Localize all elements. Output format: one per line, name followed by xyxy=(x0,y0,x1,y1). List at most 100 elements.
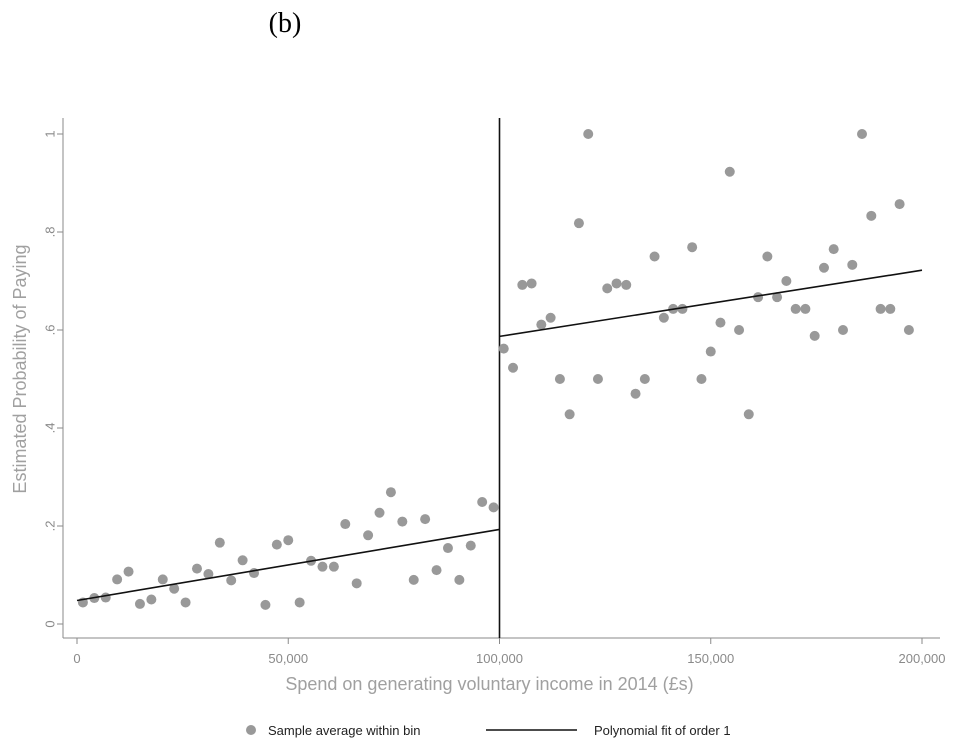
data-point xyxy=(260,599,271,610)
x-tick-label: 150,000 xyxy=(687,651,734,666)
data-point xyxy=(498,343,509,354)
data-point xyxy=(639,374,650,384)
y-tick-label: 1 xyxy=(43,130,58,137)
data-point xyxy=(705,346,716,357)
data-point xyxy=(800,303,811,314)
data-point xyxy=(420,514,431,525)
data-point xyxy=(203,569,214,580)
fit-lines xyxy=(76,269,923,602)
y-tick-label: .6 xyxy=(43,325,58,336)
data-point xyxy=(809,330,820,341)
x-tick-label: 100,000 xyxy=(476,651,523,666)
data-point xyxy=(454,574,465,585)
y-tick-label: .4 xyxy=(43,423,58,434)
data-point xyxy=(847,259,858,270)
data-point xyxy=(762,251,773,262)
data-point xyxy=(294,597,305,608)
y-axis-title: Estimated Probability of Paying xyxy=(10,244,30,493)
data-point xyxy=(191,563,202,574)
data-point xyxy=(621,279,632,290)
data-point xyxy=(753,292,764,303)
data-point xyxy=(442,543,453,554)
data-point xyxy=(328,561,339,572)
data-point xyxy=(488,502,499,513)
data-point xyxy=(837,325,848,335)
data-point xyxy=(857,129,868,139)
legend-marker-points xyxy=(246,725,256,735)
data-point xyxy=(351,578,362,589)
legend-label-points: Sample average within bin xyxy=(268,723,420,738)
data-point xyxy=(536,319,547,330)
data-point xyxy=(724,166,735,177)
legend-label-fit: Polynomial fit of order 1 xyxy=(594,723,731,738)
data-point xyxy=(649,251,660,262)
data-point xyxy=(526,278,537,289)
data-point xyxy=(818,262,829,273)
data-point xyxy=(743,409,754,420)
data-point xyxy=(226,575,237,586)
data-point xyxy=(169,583,180,594)
x-tick-label: 200,000 xyxy=(899,651,946,666)
data-point xyxy=(903,325,914,335)
data-point xyxy=(772,292,783,303)
data-point xyxy=(564,409,575,420)
data-point xyxy=(875,303,886,314)
data-point xyxy=(781,276,792,286)
data-point xyxy=(554,374,565,384)
x-tick-label: 0 xyxy=(73,651,80,666)
x-tick-label: 50,000 xyxy=(268,651,308,666)
data-point xyxy=(687,242,698,253)
data-point xyxy=(363,530,374,541)
data-point xyxy=(592,374,603,384)
y-tick-label: .8 xyxy=(43,227,58,238)
data-point xyxy=(573,218,584,229)
data-point xyxy=(677,303,688,314)
data-point xyxy=(734,325,745,335)
data-point xyxy=(465,540,476,551)
data-point xyxy=(828,244,839,255)
data-point xyxy=(237,555,248,566)
data-point xyxy=(385,487,396,498)
data-point xyxy=(658,312,669,323)
data-point xyxy=(715,317,726,328)
data-point xyxy=(180,597,191,608)
data-point xyxy=(123,566,134,577)
data-point xyxy=(583,129,594,139)
data-point xyxy=(517,279,528,290)
data-point xyxy=(611,278,622,289)
data-point xyxy=(100,592,111,603)
data-points xyxy=(77,129,914,610)
data-point xyxy=(894,199,905,210)
data-point xyxy=(696,374,707,384)
data-point xyxy=(885,303,896,314)
panel-label: (b) xyxy=(268,8,302,39)
data-point xyxy=(340,519,351,530)
x-axis-title: Spend on generating voluntary income in … xyxy=(285,674,693,694)
y-tick-label: 0 xyxy=(43,620,58,627)
chart-axes: 0 .2 .4 .6 .8 1 0 50,000 100,000 150,000 200,000 xyxy=(43,118,946,666)
data-point xyxy=(602,283,613,294)
data-point xyxy=(157,574,168,585)
data-point xyxy=(630,388,641,399)
fit-line-segment xyxy=(76,528,500,602)
data-point xyxy=(214,537,225,548)
data-point xyxy=(283,535,294,546)
data-point xyxy=(317,561,328,572)
data-point xyxy=(477,496,488,507)
data-point xyxy=(508,362,519,373)
data-point xyxy=(112,574,123,585)
fit-line-segment xyxy=(499,269,923,338)
legend: Sample average within bin Polynomial fit… xyxy=(246,723,731,738)
data-point xyxy=(134,598,145,609)
data-point xyxy=(790,303,801,314)
data-point xyxy=(271,539,282,550)
data-point xyxy=(408,574,419,585)
data-point xyxy=(866,210,877,221)
data-point xyxy=(545,312,556,323)
data-point xyxy=(431,565,442,576)
data-point xyxy=(397,516,408,527)
data-point xyxy=(146,594,157,605)
y-tick-label: .2 xyxy=(43,521,58,532)
data-point xyxy=(374,507,385,518)
